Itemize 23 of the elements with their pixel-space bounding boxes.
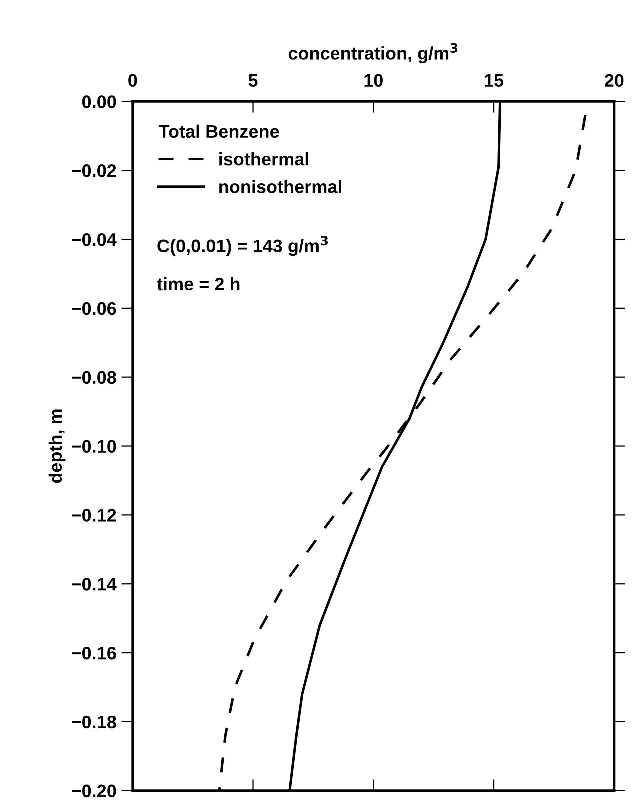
legend-label: nonisothermal [220, 180, 342, 194]
x-axis-title: concentration, g/m$^{3}$ [288, 43, 458, 64]
y-tick-label: −0.14 [72, 578, 117, 591]
x-tick-label: 15 [485, 74, 504, 87]
y-axis-title: depth, m [48, 410, 66, 484]
y-tick-label: −0.12 [72, 509, 116, 522]
y-tick-label: −0.16 [72, 646, 116, 660]
legend-label: isothermal [220, 152, 308, 166]
y-tick-label: 0.00 [82, 96, 116, 108]
y-tick-label: −0.20 [72, 784, 116, 798]
x-tick-label: 10 [364, 74, 383, 87]
y-tick-label: −0.18 [72, 716, 116, 729]
y-tick-label: −0.10 [72, 440, 116, 453]
y-tick-label: −0.02 [72, 164, 116, 178]
annotation: C(0,0.01) = 143 g/m$^{3}$ [158, 236, 328, 256]
annotation: time = 2 h [157, 277, 240, 291]
y-tick-label: −0.08 [72, 371, 116, 384]
y-tick-label: −0.06 [72, 302, 116, 316]
y-tick-label: −0.04 [72, 233, 117, 246]
x-tick-label: 20 [604, 74, 624, 87]
legend-title: Total Benzene [158, 124, 280, 138]
x-tick-label: 0 [128, 74, 138, 87]
x-tick-label: 5 [248, 74, 258, 87]
